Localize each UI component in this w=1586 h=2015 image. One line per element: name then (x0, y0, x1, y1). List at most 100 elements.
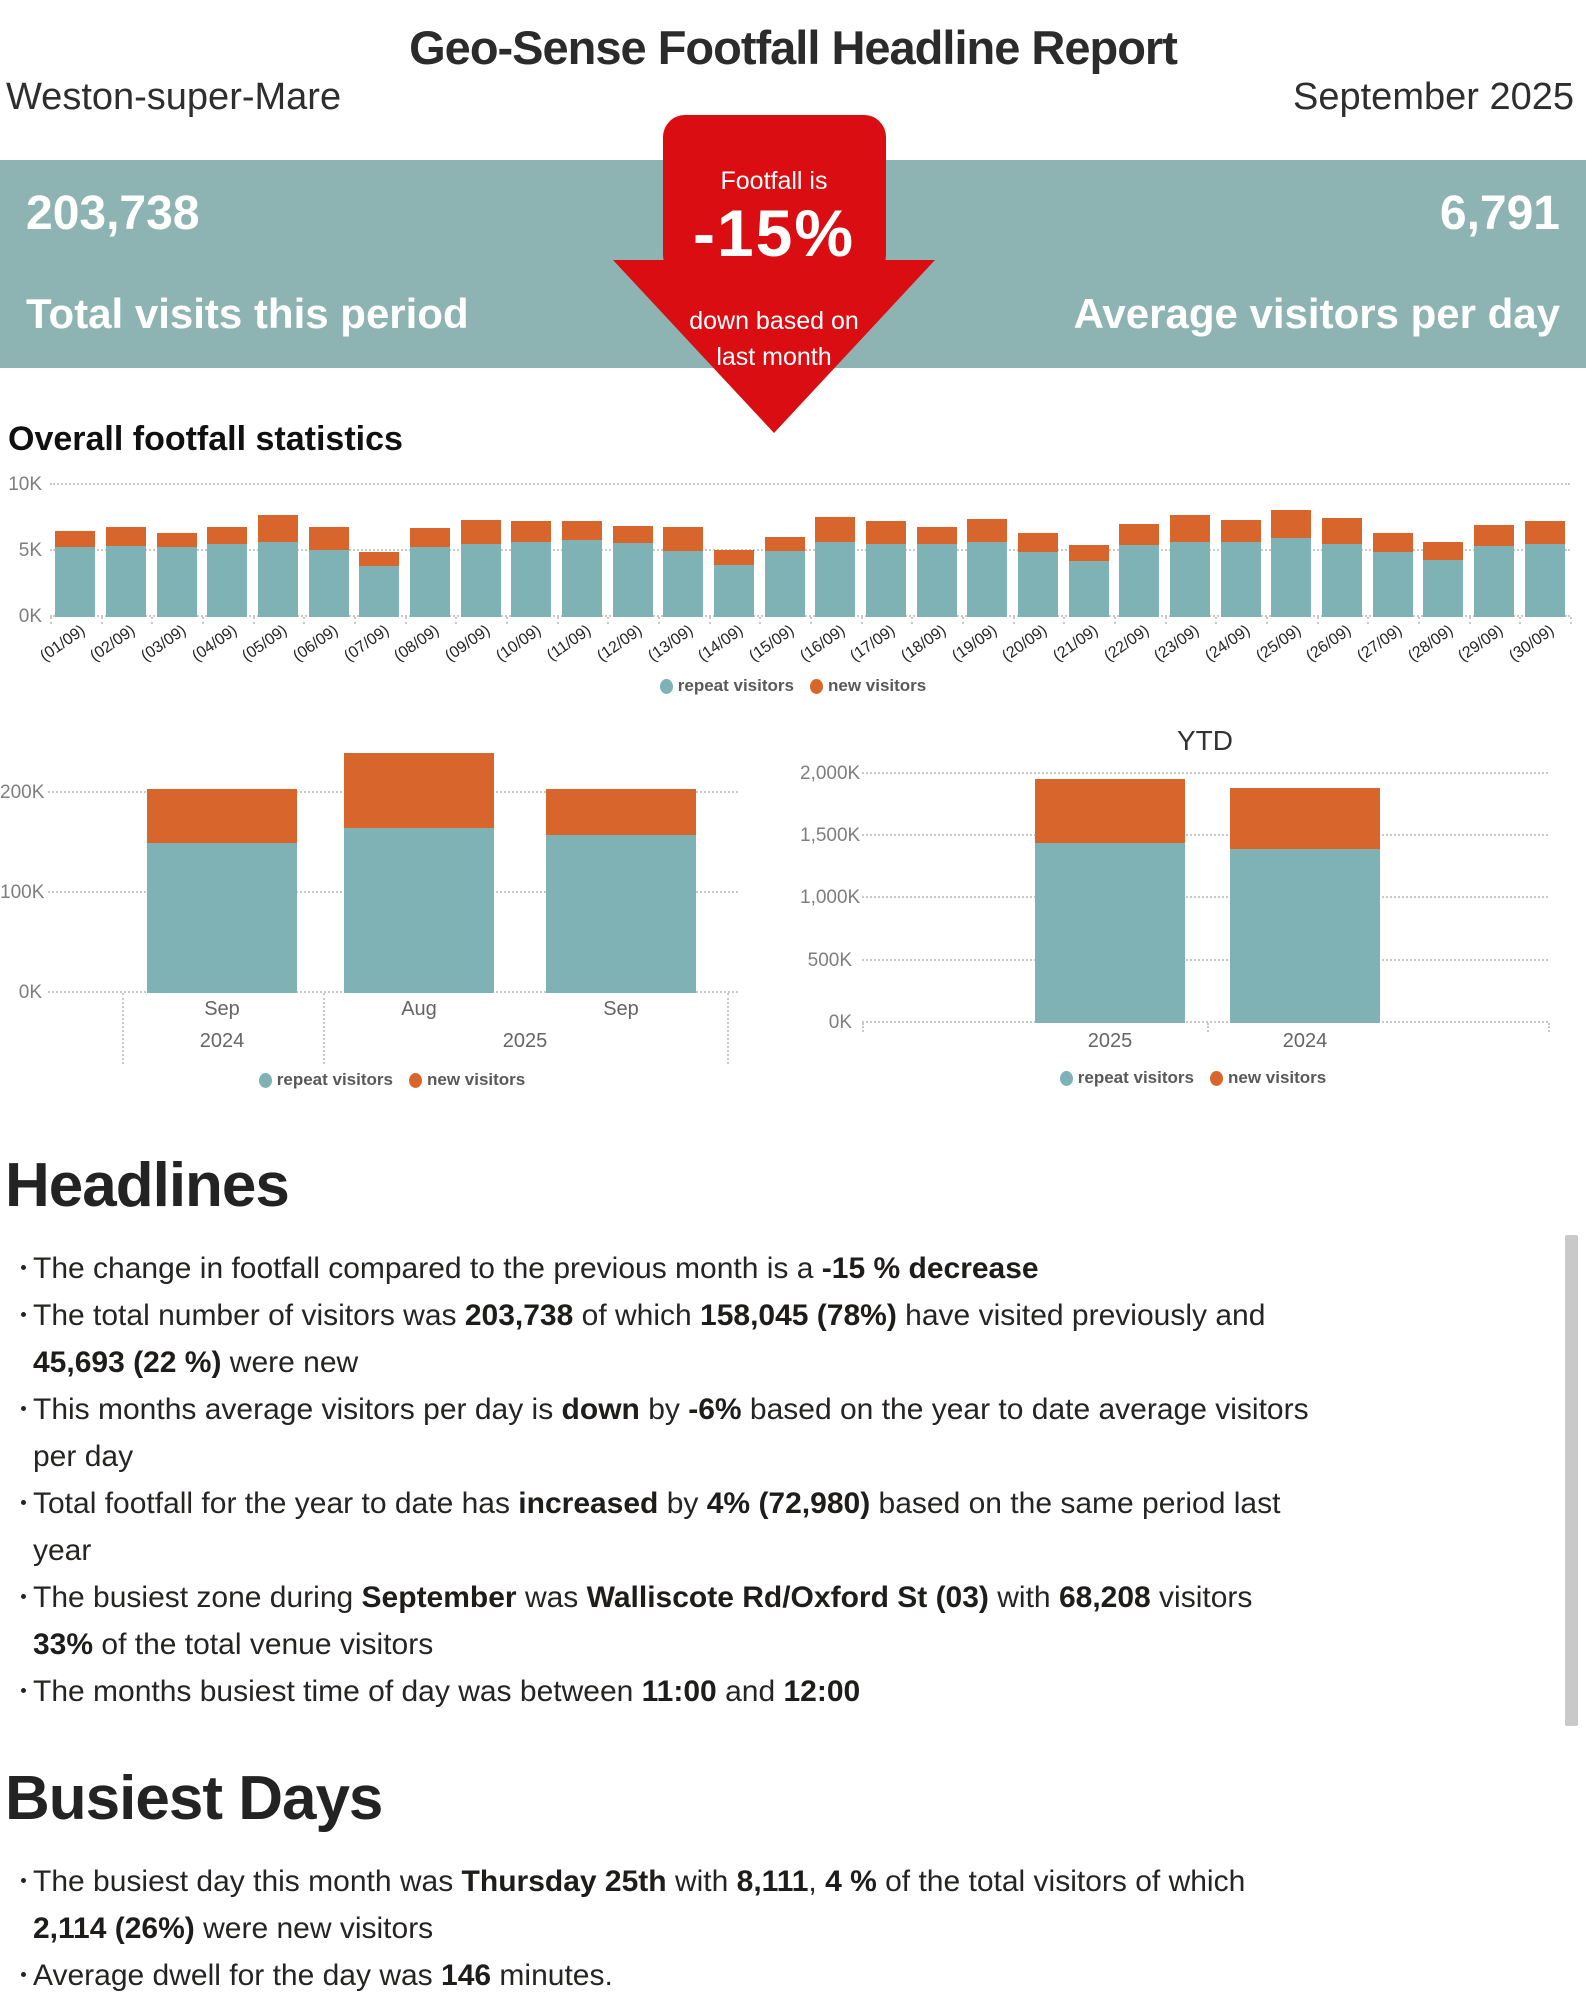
bar-stack[interactable] (1119, 523, 1160, 617)
bar-stack[interactable] (106, 527, 146, 617)
bar-segment-repeat-visitors[interactable] (916, 544, 957, 617)
legend-item[interactable]: repeat visitors (258, 1070, 393, 1090)
bar-stack[interactable] (866, 521, 906, 617)
bar-stack[interactable] (1035, 778, 1185, 1023)
bar-stack[interactable] (1230, 788, 1380, 1023)
bar-segment-new-visitors[interactable] (511, 521, 552, 543)
bar-segment-repeat-visitors[interactable] (1524, 543, 1565, 617)
bar-stack[interactable] (359, 552, 400, 617)
bar-segment-repeat-visitors[interactable] (1220, 542, 1261, 617)
bar-segment-new-visitors[interactable] (1271, 509, 1312, 538)
bar-segment-repeat-visitors[interactable] (258, 541, 298, 617)
bar-segment-new-visitors[interactable] (1018, 533, 1058, 552)
bar-stack[interactable] (258, 514, 298, 617)
bar-segment-repeat-visitors[interactable] (1474, 545, 1514, 617)
bar-segment-new-visitors[interactable] (1119, 523, 1160, 546)
bar-segment-repeat-visitors[interactable] (344, 828, 494, 993)
bar-segment-new-visitors[interactable] (460, 519, 501, 544)
bar-segment-repeat-visitors[interactable] (1271, 537, 1312, 617)
bar-segment-new-visitors[interactable] (546, 789, 696, 835)
bar-stack[interactable] (1423, 541, 1464, 617)
bar-segment-new-visitors[interactable] (156, 533, 197, 548)
bar-segment-new-visitors[interactable] (359, 552, 400, 566)
bar-segment-new-visitors[interactable] (612, 525, 653, 544)
bar-segment-repeat-visitors[interactable] (207, 544, 248, 617)
bar-segment-new-visitors[interactable] (147, 789, 297, 843)
bar-segment-repeat-visitors[interactable] (714, 564, 754, 617)
bar-stack[interactable] (460, 519, 501, 617)
bar-stack[interactable] (1018, 533, 1058, 617)
bar-stack[interactable] (1322, 518, 1362, 617)
bar-segment-repeat-visitors[interactable] (1119, 545, 1160, 617)
bar-segment-repeat-visitors[interactable] (1068, 560, 1109, 617)
bar-segment-repeat-visitors[interactable] (55, 547, 96, 617)
bar-stack[interactable] (1474, 525, 1514, 617)
bar-segment-new-visitors[interactable] (344, 753, 494, 828)
bar-segment-new-visitors[interactable] (1170, 515, 1210, 543)
bar-stack[interactable] (612, 525, 653, 617)
bar-segment-new-visitors[interactable] (1372, 532, 1413, 552)
bar-segment-new-visitors[interactable] (866, 521, 906, 545)
bar-stack[interactable] (562, 521, 602, 617)
bar-stack[interactable] (1524, 520, 1565, 617)
bar-segment-new-visitors[interactable] (1474, 525, 1514, 546)
bar-stack[interactable] (815, 517, 856, 617)
bar-segment-repeat-visitors[interactable] (1230, 849, 1380, 1023)
bar-segment-new-visitors[interactable] (764, 537, 805, 551)
bar-segment-repeat-visitors[interactable] (460, 543, 501, 617)
bar-segment-repeat-visitors[interactable] (410, 547, 450, 617)
bar-segment-new-visitors[interactable] (714, 550, 754, 565)
bar-segment-repeat-visitors[interactable] (663, 551, 704, 617)
bar-segment-new-visitors[interactable] (562, 521, 602, 540)
bar-segment-new-visitors[interactable] (1035, 778, 1185, 844)
bar-segment-repeat-visitors[interactable] (764, 551, 805, 617)
bar-stack[interactable] (156, 533, 197, 617)
bar-segment-repeat-visitors[interactable] (511, 542, 552, 617)
legend-item[interactable]: repeat visitors (1059, 1068, 1194, 1088)
bar-stack[interactable] (308, 527, 349, 617)
bar-segment-repeat-visitors[interactable] (147, 843, 297, 993)
legend-item[interactable]: new visitors (1209, 1068, 1326, 1088)
bar-stack[interactable] (344, 753, 494, 993)
bar-segment-repeat-visitors[interactable] (1018, 551, 1058, 617)
bar-segment-new-visitors[interactable] (106, 527, 146, 546)
bar-segment-new-visitors[interactable] (916, 527, 957, 545)
bar-segment-repeat-visitors[interactable] (156, 547, 197, 617)
bar-segment-repeat-visitors[interactable] (1322, 544, 1362, 617)
legend-item[interactable]: new visitors (408, 1070, 525, 1090)
bar-segment-new-visitors[interactable] (663, 526, 704, 551)
headlines-scrollbar[interactable] (1565, 1235, 1578, 1726)
bar-stack[interactable] (55, 530, 96, 617)
bar-segment-repeat-visitors[interactable] (1035, 843, 1185, 1023)
legend-item[interactable]: new visitors (809, 676, 926, 696)
bar-segment-new-visitors[interactable] (967, 519, 1008, 542)
bar-stack[interactable] (764, 537, 805, 617)
bar-stack[interactable] (147, 789, 297, 993)
bar-segment-new-visitors[interactable] (308, 527, 349, 551)
bar-segment-repeat-visitors[interactable] (866, 544, 906, 617)
bar-segment-repeat-visitors[interactable] (612, 543, 653, 617)
bar-segment-new-visitors[interactable] (815, 517, 856, 542)
bar-segment-new-visitors[interactable] (207, 526, 248, 545)
bar-segment-repeat-visitors[interactable] (106, 545, 146, 617)
bar-stack[interactable] (663, 526, 704, 617)
bar-stack[interactable] (1220, 519, 1261, 617)
bar-segment-new-visitors[interactable] (258, 514, 298, 542)
bar-segment-new-visitors[interactable] (1230, 788, 1380, 850)
bar-segment-new-visitors[interactable] (55, 530, 96, 548)
bar-stack[interactable] (714, 550, 754, 617)
bar-segment-repeat-visitors[interactable] (359, 565, 400, 617)
bar-stack[interactable] (546, 789, 696, 993)
bar-segment-new-visitors[interactable] (1322, 518, 1362, 545)
bar-segment-new-visitors[interactable] (1220, 519, 1261, 543)
bar-segment-new-visitors[interactable] (1068, 545, 1109, 561)
bar-stack[interactable] (207, 526, 248, 617)
bar-stack[interactable] (967, 519, 1008, 617)
bar-segment-repeat-visitors[interactable] (1423, 560, 1464, 617)
bar-stack[interactable] (1271, 509, 1312, 617)
bar-segment-repeat-visitors[interactable] (1170, 542, 1210, 617)
bar-segment-new-visitors[interactable] (410, 527, 450, 548)
bar-stack[interactable] (410, 527, 450, 617)
bar-stack[interactable] (916, 527, 957, 617)
bar-stack[interactable] (511, 521, 552, 617)
